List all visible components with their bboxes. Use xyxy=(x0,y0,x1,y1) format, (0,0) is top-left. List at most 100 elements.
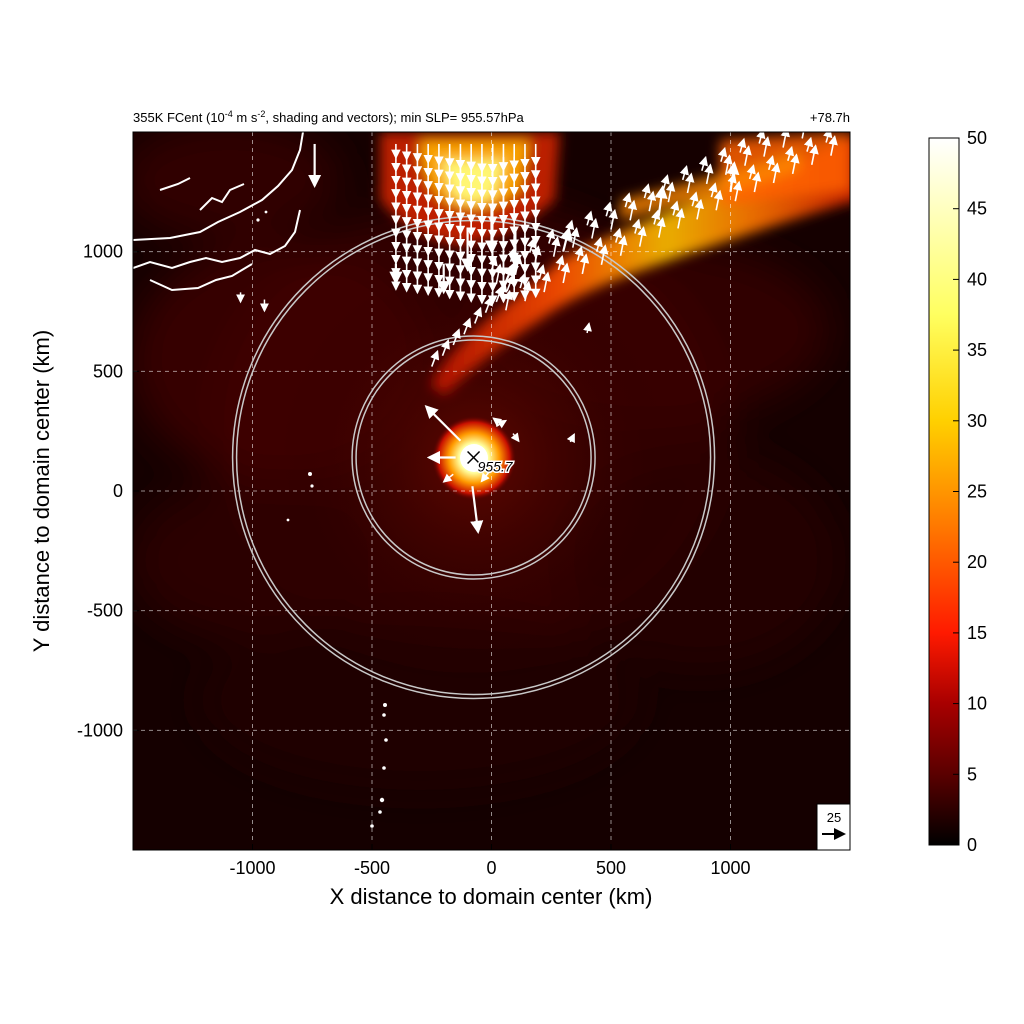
min-slp-label: 955.7 xyxy=(478,458,514,474)
vector-arrow xyxy=(618,235,628,256)
vector-arrow xyxy=(771,162,781,184)
colorbar: 0 5 10 15 20 25 30 35 40 45 50 xyxy=(928,128,987,855)
vector-arrow xyxy=(526,237,536,253)
colorbar-tick-label: 35 xyxy=(967,340,987,360)
vector-arrow xyxy=(495,419,508,429)
svg-text:25: 25 xyxy=(827,810,841,825)
vector-arrow xyxy=(784,145,795,161)
vector-field xyxy=(236,132,838,534)
vector-arrow xyxy=(532,245,542,266)
vector-arrow xyxy=(555,255,565,271)
vector-arrow xyxy=(627,199,638,221)
vector-arrow xyxy=(746,164,756,180)
y-axis-label: Y distance to domain center (km) xyxy=(29,330,54,652)
vector-arrow xyxy=(517,273,527,289)
vector-arrow xyxy=(424,404,462,442)
vector-arrow xyxy=(780,132,791,148)
x-tick-label: 1000 xyxy=(710,858,750,878)
vector-arrow xyxy=(583,322,592,334)
colorbar-tick-label: 40 xyxy=(967,269,987,289)
svg-text:355K FCent (10-4 m s-2, shadin: 355K FCent (10-4 m s-2, shading and vect… xyxy=(133,109,525,125)
vector-arrow xyxy=(823,132,833,143)
vector-arrow xyxy=(442,473,454,483)
chart-title: 355K FCent (10-4 m s-2, shading and vect… xyxy=(133,109,850,125)
vector-arrow xyxy=(440,339,450,357)
y-axis: -1000 -500 0 500 1000 xyxy=(77,242,139,740)
vector-arrow xyxy=(545,228,556,244)
vector-arrow xyxy=(631,218,642,234)
vector-arrow xyxy=(809,144,819,165)
vector-arrow xyxy=(494,285,504,303)
x-axis-label: X distance to domain center (km) xyxy=(330,884,653,909)
vector-arrow xyxy=(665,181,676,203)
vector-arrow xyxy=(694,198,704,220)
vector-arrow xyxy=(801,132,805,139)
vector-arrow xyxy=(637,226,647,247)
vector-arrow xyxy=(660,174,670,190)
vector-arrow xyxy=(708,182,718,198)
vector-arrow xyxy=(698,155,709,171)
vector-arrow xyxy=(828,135,838,156)
vector-arrow xyxy=(737,137,747,153)
x-axis: -1000 -500 0 500 1000 xyxy=(229,844,751,878)
vector-arrow xyxy=(593,236,603,252)
vector-arrow xyxy=(510,432,520,443)
vector-arrow xyxy=(679,165,689,181)
vector-arrow xyxy=(803,136,814,152)
range-circle xyxy=(351,335,596,580)
vector-arrow xyxy=(622,192,632,208)
reference-vector-key: 25 xyxy=(816,803,851,851)
colorbar-tick-label: 5 xyxy=(967,764,977,784)
vector-arrow xyxy=(761,136,771,157)
vector-arrow xyxy=(541,271,552,293)
vector-arrow xyxy=(765,154,775,171)
y-tick-label: -500 xyxy=(87,601,123,621)
vector-arrow xyxy=(462,317,472,335)
vector-arrow xyxy=(589,217,599,239)
vector-arrow xyxy=(685,172,695,194)
vector-arrow xyxy=(570,227,580,248)
center-x-mark xyxy=(467,450,481,465)
vector-arrow xyxy=(608,208,618,230)
vector-arrow xyxy=(512,254,523,276)
vector-arrow xyxy=(723,154,733,175)
vector-arrow xyxy=(507,246,517,262)
x-tick-label: 500 xyxy=(596,858,626,878)
vector-arrow xyxy=(790,153,800,175)
islands xyxy=(256,210,388,828)
vector-arrow xyxy=(584,210,594,226)
forecast-hour: +78.7h xyxy=(810,110,850,125)
storm-center-marker: 955.7 xyxy=(467,450,515,476)
vector-arrow xyxy=(656,216,666,238)
vector-arrow xyxy=(675,207,685,229)
vector-arrow xyxy=(603,201,613,217)
x-tick-label: -500 xyxy=(354,858,390,878)
colorbar-tick-label: 20 xyxy=(967,552,987,572)
vector-arrow xyxy=(470,486,484,534)
vector-arrow xyxy=(551,236,561,257)
y-tick-label: -1000 xyxy=(77,720,123,740)
colorbar-tick-label: 50 xyxy=(967,128,987,148)
x-tick-label: -1000 xyxy=(229,858,275,878)
colorbar-tick-label: 25 xyxy=(967,482,987,502)
vector-arrow xyxy=(473,306,483,324)
vector-arrow xyxy=(727,173,737,189)
colorbar-tick-label: 0 xyxy=(967,835,977,855)
vector-arrow xyxy=(430,349,440,367)
vector-arrow xyxy=(483,295,493,313)
colorbar-tick-label: 30 xyxy=(967,411,987,431)
vector-arrow xyxy=(670,200,680,216)
range-circle xyxy=(355,339,592,576)
vector-arrow xyxy=(505,274,515,292)
vector-arrow xyxy=(704,163,714,185)
x-tick-label: 0 xyxy=(486,858,496,878)
colorbar-tick-label: 15 xyxy=(967,623,987,643)
vector-arrow xyxy=(646,190,657,212)
vector-arrow xyxy=(574,245,584,261)
y-tick-label: 1000 xyxy=(83,242,123,262)
vector-arrow xyxy=(522,280,532,302)
vector-arrow xyxy=(598,244,609,265)
vector-arrow xyxy=(689,191,699,207)
vector-arrow xyxy=(751,171,762,193)
vector-arrow xyxy=(493,263,504,285)
